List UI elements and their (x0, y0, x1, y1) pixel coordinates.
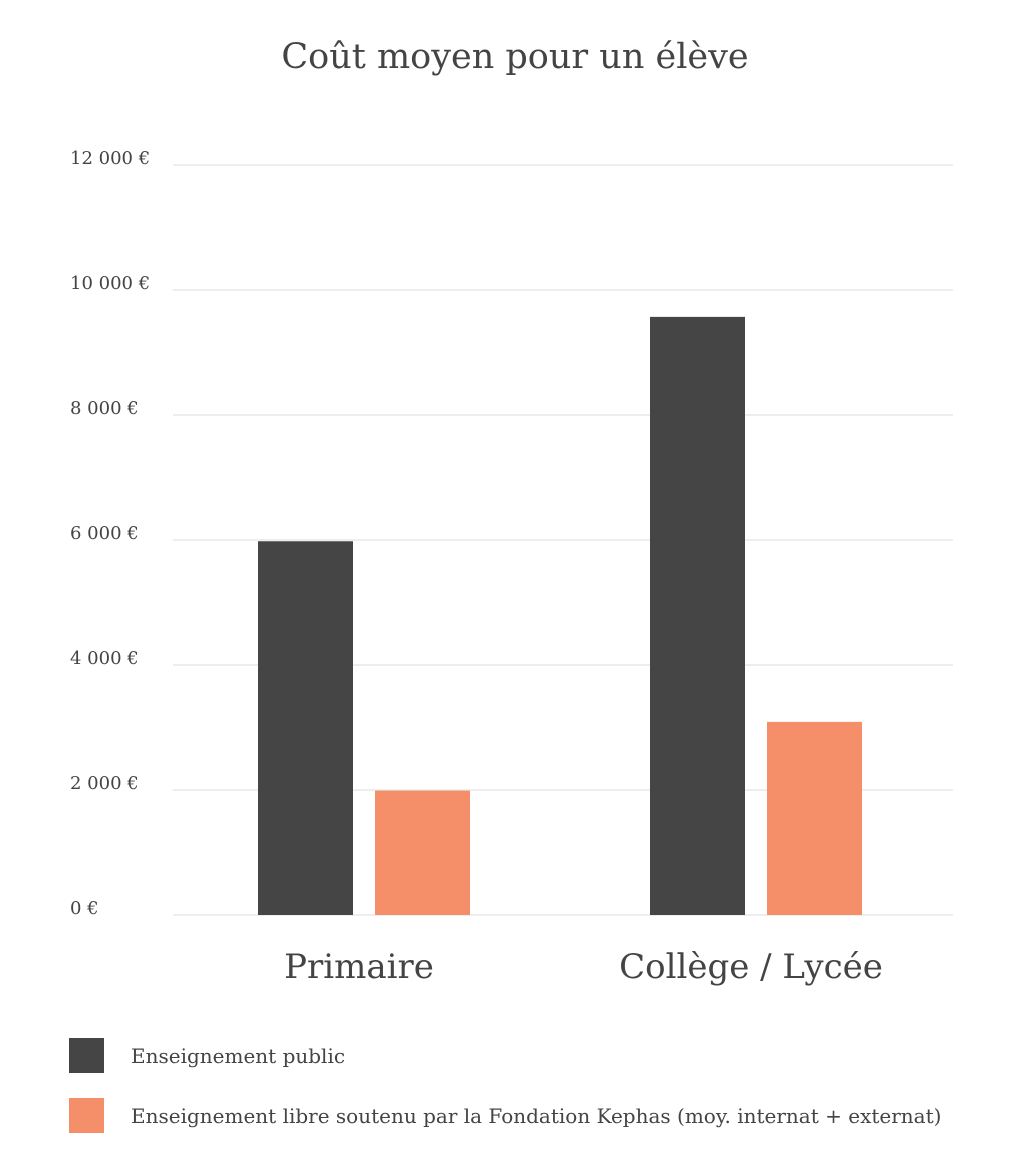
bar-libre-1 (767, 721, 862, 915)
bar-public-0 (258, 541, 353, 915)
legend-label: Enseignement public (131, 1044, 345, 1068)
y-tick-label: 12 000 € (70, 148, 150, 169)
bar-libre-0 (375, 790, 470, 915)
y-tick-label: 10 000 € (70, 273, 150, 294)
chart-title: Coût moyen pour un élève (281, 37, 748, 77)
x-category-label: Collège / Lycée (619, 947, 883, 987)
y-tick-label: 8 000 € (70, 398, 139, 419)
legend-swatch (69, 1098, 104, 1133)
legend: Enseignement public Enseignement libre so… (69, 1038, 941, 1133)
y-tick-label: 2 000 € (70, 773, 139, 794)
x-axis-categories: Primaire Collège / Lycée (284, 947, 883, 987)
legend-label: Enseignement libre soutenu par la Fondat… (131, 1104, 941, 1128)
legend-swatch (69, 1038, 104, 1073)
y-tick-label: 4 000 € (70, 648, 139, 669)
x-category-label: Primaire (284, 947, 434, 987)
y-axis-ticks: 0 € 2 000 € 4 000 € 6 000 € 8 000 € 10 000 € 1… (70, 148, 150, 919)
bars (258, 316, 862, 915)
bar-public-1 (650, 316, 745, 915)
y-tick-label: 0 € (70, 898, 99, 919)
y-tick-label: 6 000 € (70, 523, 139, 544)
